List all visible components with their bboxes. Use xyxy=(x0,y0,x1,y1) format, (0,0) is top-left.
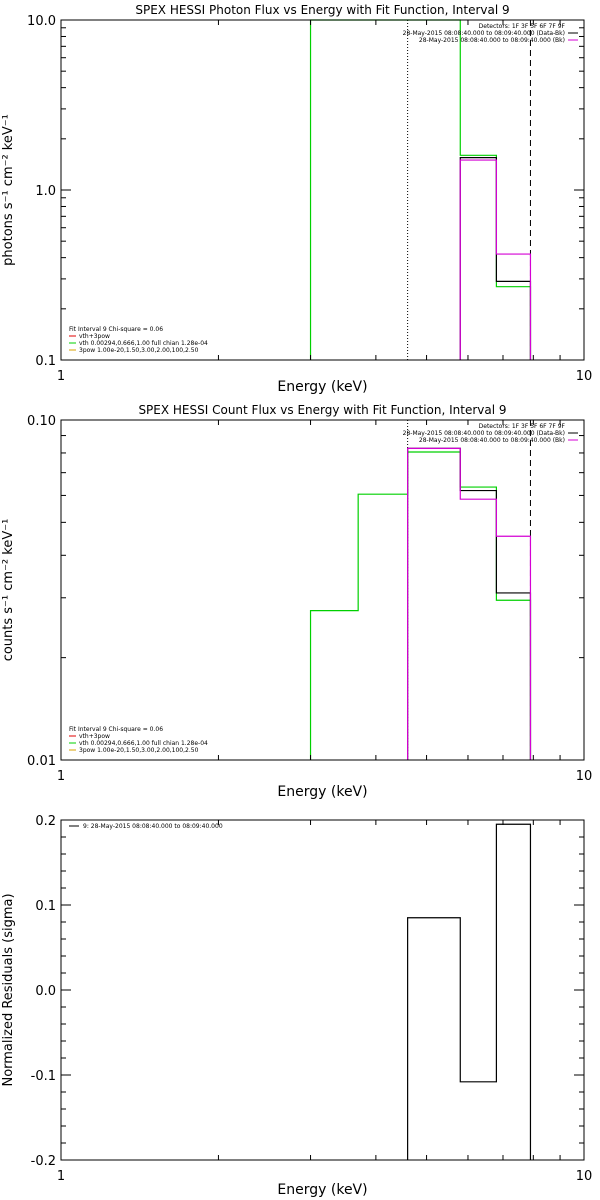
legend-entry: Detectors: 1F 3F 5F 6F 7F 9F xyxy=(479,423,566,430)
axes-frame xyxy=(60,19,585,361)
x-tick-label: 1 xyxy=(57,769,65,784)
y-axis-label: photons s⁻¹ cm⁻² keV⁻¹ xyxy=(1,114,16,266)
series-model-line xyxy=(309,451,532,760)
y-tick-label: 0.10 xyxy=(27,414,56,429)
y-tick-label: 0.2 xyxy=(35,814,56,829)
legend-entry: vth+3pow xyxy=(79,733,110,740)
y-axis: 0.1 1.0 10.0 xyxy=(27,14,584,369)
y-tick-label: 0.0 xyxy=(35,984,56,999)
chart-title: SPEX HESSI Photon Flux vs Energy with Fi… xyxy=(135,3,509,17)
legend-entry: 28-May-2015 08:08:40.000 to 08:09:40.000… xyxy=(403,30,565,37)
legend-entry: vth 0.00294,0.666,1.00 full chian 1.28e-… xyxy=(79,740,208,747)
y-tick-label: 0.1 xyxy=(35,354,56,369)
x-tick-label: 10 xyxy=(576,769,593,784)
series-background-line xyxy=(459,159,532,360)
legend-entry: Fit Interval 9 Chi-square = 0.06 xyxy=(69,326,163,333)
legend-top-right: Detectors: 1F 3F 5F 6F 7F 9F28-May-2015 … xyxy=(403,23,578,44)
legend-entry: 28-May-2015 08:08:40.000 to 08:09:40.000… xyxy=(403,430,565,437)
legend-entry: 9: 28-May-2015 08:08:40.000 to 08:09:40.… xyxy=(83,823,223,830)
series-background-line xyxy=(407,447,532,760)
x-tick-label: 1 xyxy=(57,1169,65,1184)
series-data-line xyxy=(459,157,532,360)
legend-bottom-left: Fit Interval 9 Chi-square = 0.06vth+3pow… xyxy=(69,326,208,354)
legend-bottom-left: Fit Interval 9 Chi-square = 0.06vth+3pow… xyxy=(69,726,208,754)
y-tick-label: -0.1 xyxy=(31,1069,56,1084)
legend-top-left: 9: 28-May-2015 08:08:40.000 to 08:09:40.… xyxy=(69,823,223,830)
legend-top-right: Detectors: 1F 3F 5F 6F 7F 9F28-May-2015 … xyxy=(403,423,578,444)
legend-entry: 3pow 1.00e-20,1.50,3.00,2.00,100,2.50 xyxy=(79,347,199,354)
series-data-line xyxy=(407,447,532,760)
x-axis: 1 10 xyxy=(57,820,592,1184)
legend-entry: 28-May-2015 08:08:40.000 to 08:09:40.000… xyxy=(419,37,565,44)
series-residuals-line xyxy=(407,823,532,1160)
panel-1: SPEX HESSI Photon Flux vs Energy with Fi… xyxy=(1,3,592,395)
x-axis: 1 10 xyxy=(57,420,592,784)
y-axis-label: Normalized Residuals (sigma) xyxy=(1,893,16,1086)
x-axis: 1 10 xyxy=(57,20,592,384)
x-axis-label: Energy (keV) xyxy=(277,379,367,395)
panel-2: SPEX HESSI Count Flux vs Energy with Fit… xyxy=(1,403,592,800)
y-tick-label: 0.1 xyxy=(35,899,56,914)
y-tick-label: 0.01 xyxy=(27,754,56,769)
y-tick-label: 10.0 xyxy=(27,14,56,29)
legend-entry: vth 0.00294,0.666,1.00 full chian 1.28e-… xyxy=(79,340,208,347)
x-tick-label: 1 xyxy=(57,369,65,384)
legend-entry: vth+3pow xyxy=(79,333,110,340)
legend-entry: Detectors: 1F 3F 5F 6F 7F 9F xyxy=(479,23,566,30)
panel-3: 1 10 Energy (keV) -0.2 -0.1 0.0 0.1 0.2 Normaliz… xyxy=(1,814,592,1198)
x-axis-label: Energy (keV) xyxy=(277,784,367,800)
legend-entry: 3pow 1.00e-20,1.50,3.00,2.00,100,2.50 xyxy=(79,747,199,754)
y-axis: -0.2 -0.1 0.0 0.1 0.2 xyxy=(31,814,584,1169)
y-tick-label: 1.0 xyxy=(35,184,56,199)
x-tick-label: 10 xyxy=(576,1169,593,1184)
legend-entry: Fit Interval 9 Chi-square = 0.06 xyxy=(69,726,163,733)
x-axis-label: Energy (keV) xyxy=(277,1182,367,1198)
axes-frame xyxy=(60,819,585,1161)
series-model-line xyxy=(309,19,532,360)
y-axis: 0.01 0.10 xyxy=(27,414,584,769)
chart-title: SPEX HESSI Count Flux vs Energy with Fit… xyxy=(138,403,506,417)
y-axis-label: counts s⁻¹ cm⁻² keV⁻¹ xyxy=(1,519,16,662)
y-tick-label: -0.2 xyxy=(31,1154,56,1169)
legend-entry: 28-May-2015 08:08:40.000 to 08:09:40.000… xyxy=(419,437,565,444)
axes-frame xyxy=(60,419,585,761)
x-tick-label: 10 xyxy=(576,369,593,384)
